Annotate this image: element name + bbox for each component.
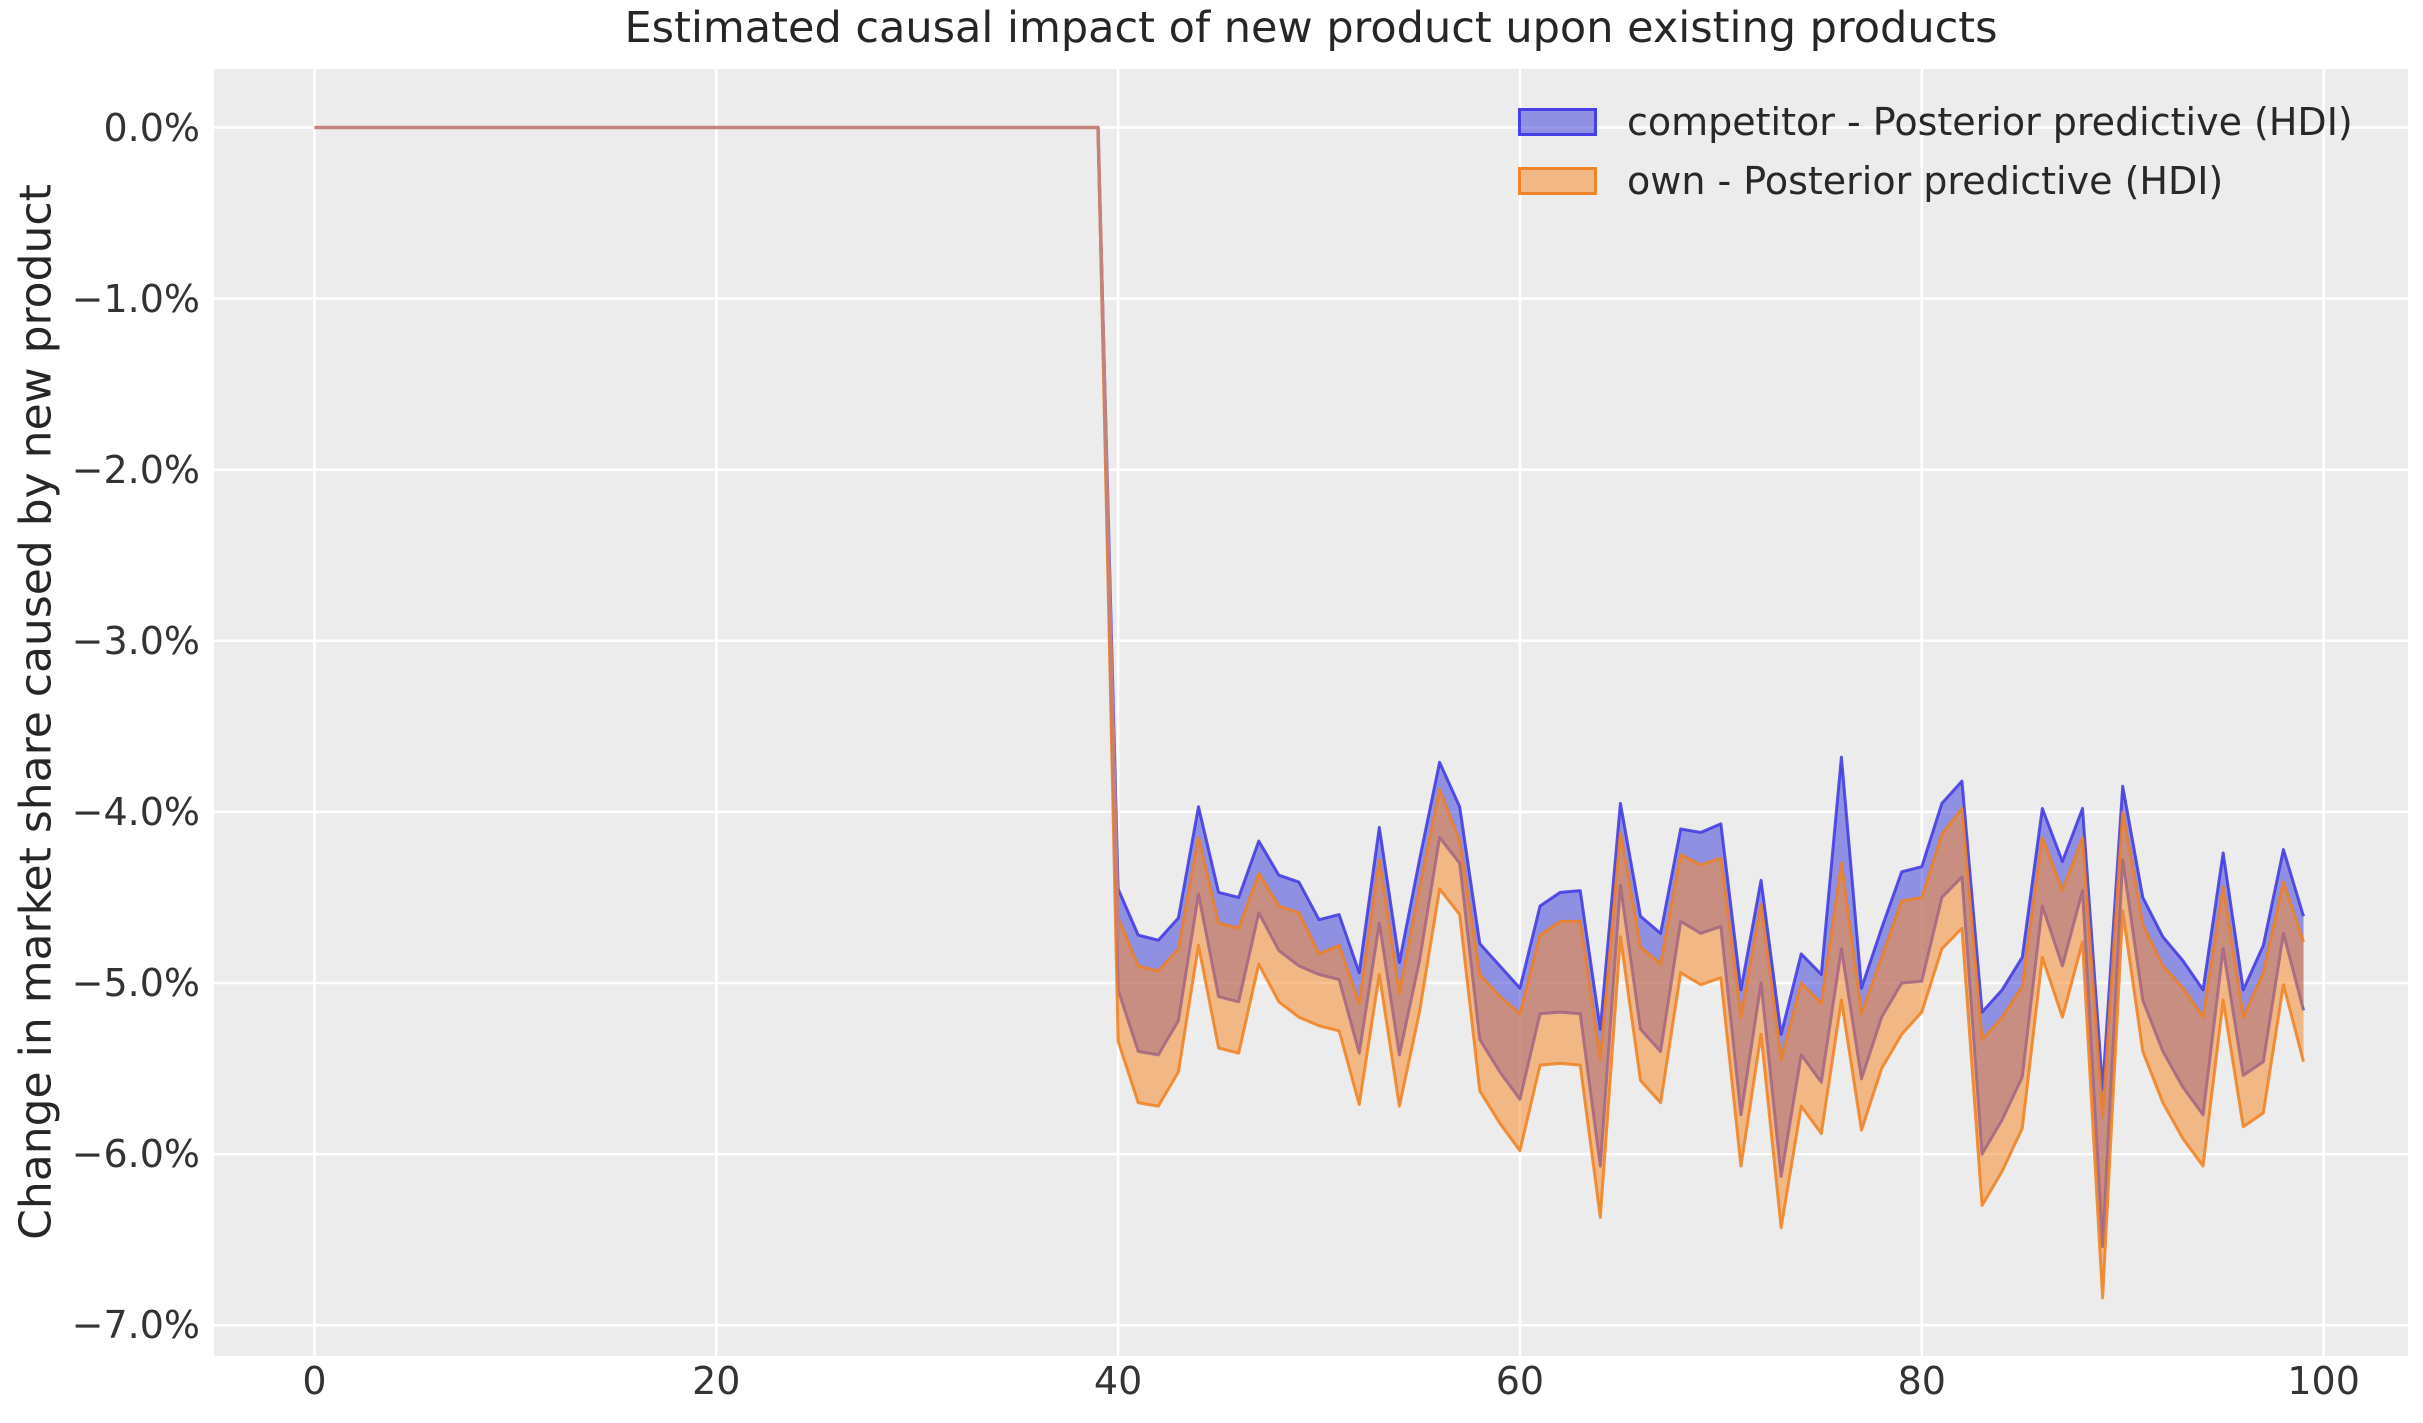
competitor-hdi-patch-icon bbox=[1518, 108, 1597, 136]
y-tick-label: −6.0% bbox=[71, 1132, 200, 1177]
own-hdi-band-fill bbox=[1098, 127, 2304, 1298]
y-tick-label: −7.0% bbox=[71, 1303, 200, 1348]
competitor-hdi-band-fill bbox=[1098, 127, 2304, 1247]
legend: competitor - Posterior predictive (HDI) … bbox=[1518, 99, 2353, 204]
y-tick-label: −2.0% bbox=[71, 447, 200, 492]
y-tick-label: −1.0% bbox=[71, 276, 200, 321]
legend-item-competitor: competitor - Posterior predictive (HDI) bbox=[1518, 99, 2353, 145]
chart-title: Estimated causal impact of new product u… bbox=[624, 3, 1998, 53]
x-tick-label: 0 bbox=[302, 1359, 327, 1403]
x-tick-label: 40 bbox=[1093, 1359, 1143, 1403]
chart-canvas bbox=[214, 69, 2408, 1356]
own-hdi-band-lower-edge bbox=[1096, 127, 2305, 1300]
x-tick-label: 80 bbox=[1897, 1359, 1946, 1403]
legend-item-own: own - Posterior predictive (HDI) bbox=[1518, 158, 2353, 204]
legend-label-own: own - Posterior predictive (HDI) bbox=[1627, 159, 2224, 203]
competitor-hdi-band-upper-edge bbox=[1096, 127, 2305, 1091]
own-hdi-band-upper-edge bbox=[1096, 127, 2305, 1118]
x-tick-label: 20 bbox=[692, 1359, 741, 1403]
plot-area bbox=[214, 69, 2408, 1356]
own-hdi-patch-icon bbox=[1518, 167, 1597, 195]
y-axis-label: Change in market share caused by new pro… bbox=[10, 184, 62, 1240]
competitor-hdi-band-lower-edge bbox=[1096, 127, 2305, 1248]
x-tick-label: 100 bbox=[2287, 1359, 2360, 1403]
y-tick-label: −4.0% bbox=[71, 789, 200, 834]
y-tick-label: 0.0% bbox=[103, 105, 200, 150]
x-tick-label: 60 bbox=[1495, 1359, 1545, 1403]
legend-label-competitor: competitor - Posterior predictive (HDI) bbox=[1627, 100, 2353, 144]
y-tick-label: −5.0% bbox=[71, 961, 200, 1005]
y-tick-label: −3.0% bbox=[71, 618, 200, 663]
pre-period-zero-line bbox=[314, 125, 1120, 941]
